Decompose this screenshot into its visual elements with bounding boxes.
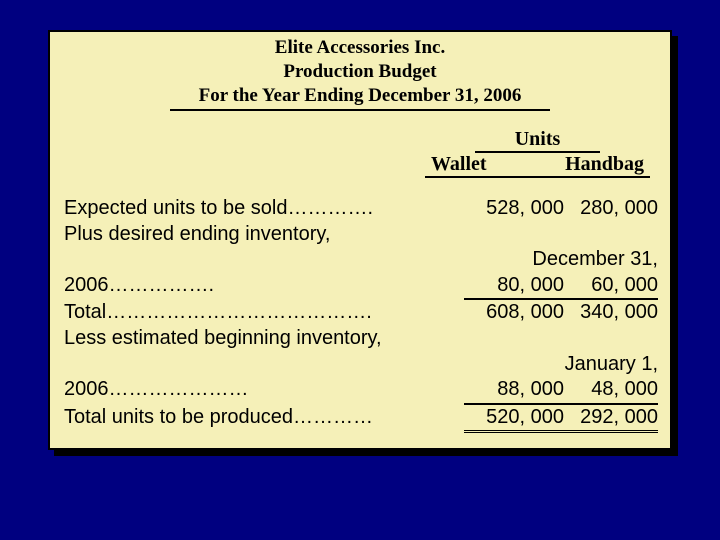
- date-december: December 31,: [64, 247, 658, 273]
- col-handbag: Handbag: [565, 153, 644, 176]
- val-produced-handbag: 292, 000: [564, 405, 658, 434]
- date-january: January 1,: [64, 352, 658, 378]
- label-less: Less estimated beginning inventory,: [64, 326, 464, 352]
- val-total-wallet: 608, 000: [464, 300, 564, 326]
- column-header-block: Units Wallet Handbag: [425, 128, 650, 178]
- val-expected-handbag: 280, 000: [564, 196, 658, 222]
- table-body: Expected units to be sold…………. 528, 000 …: [64, 196, 658, 433]
- row-less-beginning: Less estimated beginning inventory,: [64, 326, 658, 352]
- report-title: Production Budget: [170, 60, 550, 84]
- label-beginning: 2006…………………: [64, 377, 464, 405]
- row-expected: Expected units to be sold…………. 528, 000 …: [64, 196, 658, 222]
- val-total-handbag: 340, 000: [564, 300, 658, 326]
- row-ending-inventory: 2006……………. 80, 000 60, 000: [64, 273, 658, 301]
- label-total: Total………………………………….: [64, 300, 464, 326]
- label-expected: Expected units to be sold………….: [64, 196, 464, 222]
- units-group-label: Units: [475, 128, 601, 153]
- row-beginning-inventory: 2006………………… 88, 000 48, 000: [64, 377, 658, 405]
- val-ending-handbag: 60, 000: [564, 273, 658, 301]
- val-beginning-wallet: 88, 000: [464, 377, 564, 405]
- row-produced: Total units to be produced………… 520, 000 …: [64, 405, 658, 434]
- column-headers: Wallet Handbag: [425, 153, 650, 178]
- val-produced-wallet: 520, 000: [464, 405, 564, 434]
- row-plus-desired: Plus desired ending inventory,: [64, 222, 658, 248]
- col-wallet: Wallet: [431, 153, 487, 176]
- label-produced: Total units to be produced…………: [64, 405, 464, 434]
- company-name: Elite Accessories Inc.: [170, 36, 550, 60]
- val-ending-wallet: 80, 000: [464, 273, 564, 301]
- report-period: For the Year Ending December 31, 2006: [170, 84, 550, 108]
- val-beginning-handbag: 48, 000: [564, 377, 658, 405]
- label-ending: 2006…………….: [64, 273, 464, 301]
- val-expected-wallet: 528, 000: [464, 196, 564, 222]
- label-plus: Plus desired ending inventory,: [64, 222, 464, 248]
- panel-header: Elite Accessories Inc. Production Budget…: [170, 36, 550, 111]
- budget-panel: Elite Accessories Inc. Production Budget…: [48, 30, 672, 450]
- row-total: Total…………………………………. 608, 000 340, 000: [64, 300, 658, 326]
